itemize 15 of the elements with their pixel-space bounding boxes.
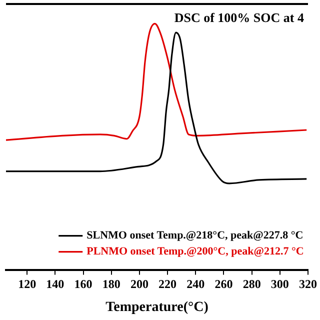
x-tick-label: 280	[242, 277, 261, 292]
chart-title: DSC of 100% SOC at 4	[174, 10, 304, 25]
x-tick-label: 120	[18, 277, 36, 292]
legend-label: SLNMO onset Temp.@218°C, peak@227.8 °C	[86, 230, 304, 242]
x-tick-label: 260	[214, 277, 233, 292]
x-tick-label: 240	[186, 277, 205, 292]
x-tick-label: 300	[270, 277, 289, 292]
x-axis-title: Temperature(°C)	[106, 300, 209, 316]
x-tick-label: 220	[158, 277, 177, 292]
x-tick-label: 140	[46, 277, 64, 292]
legend-label: PLNMO onset Temp.@200°C, peak@212.7 °C	[86, 246, 304, 258]
x-tick-label: 200	[130, 277, 148, 292]
x-tick-label: 180	[102, 277, 120, 292]
x-tick-label: 160	[74, 277, 92, 292]
x-tick-label: 320	[299, 277, 317, 292]
